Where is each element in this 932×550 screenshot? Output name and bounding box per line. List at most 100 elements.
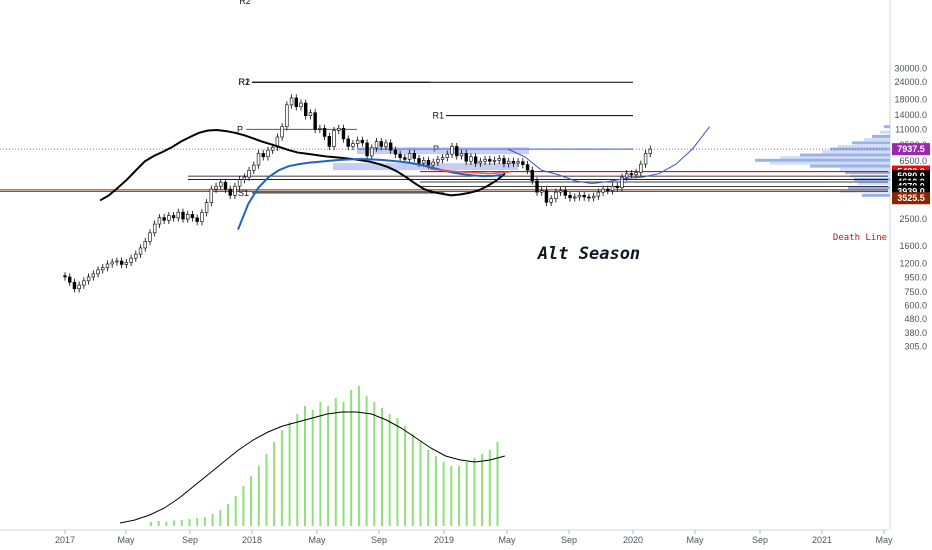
candle-body <box>304 102 308 116</box>
volume-bar <box>381 408 383 526</box>
candle-body <box>327 136 332 147</box>
volume-bar <box>296 414 299 526</box>
candle-body <box>610 185 615 191</box>
volume-bar <box>473 458 476 526</box>
candle-body <box>450 146 454 155</box>
candle-body <box>620 176 624 188</box>
candle-body <box>190 214 195 219</box>
volume-bar <box>450 466 453 526</box>
pivot-label: R2 <box>238 77 250 87</box>
x-tick-label: May <box>308 535 326 545</box>
candle-body <box>511 160 516 164</box>
volume-bar <box>150 522 152 526</box>
candle-body <box>332 130 336 147</box>
candle-body <box>119 260 124 265</box>
x-tick-label: 2017 <box>55 535 75 545</box>
zone-rectangle <box>357 147 529 155</box>
volume-bar <box>342 402 345 526</box>
pivot-label: R1 <box>238 77 250 87</box>
candle-body <box>299 102 303 108</box>
candle-body <box>308 112 313 116</box>
candle-body <box>506 160 511 164</box>
candle-body <box>200 212 204 222</box>
volume-bar <box>211 514 214 526</box>
volume-bar <box>319 402 322 526</box>
candle-body <box>455 146 459 157</box>
volume-profile-bar <box>880 130 890 134</box>
volume-profile-bar <box>848 186 890 190</box>
price-tag <box>892 192 930 205</box>
candle-body <box>398 153 402 158</box>
candle-body <box>459 153 464 157</box>
candle-body <box>86 276 91 282</box>
candle-body <box>318 128 322 130</box>
candle-body <box>374 141 379 149</box>
candle-body <box>417 158 421 164</box>
candle-body <box>516 161 520 164</box>
x-tick-label: May <box>498 535 516 545</box>
candle-body <box>525 164 530 171</box>
candle-body <box>313 112 317 130</box>
y-tick-label: 600.0 <box>904 300 927 310</box>
candle-body <box>96 269 100 275</box>
candle-body <box>223 181 228 190</box>
candle-body <box>521 161 525 165</box>
volume-bar <box>481 454 484 526</box>
candle-body <box>289 97 294 106</box>
candle-body <box>445 153 450 158</box>
candle-body <box>582 195 586 198</box>
volume-bar <box>496 442 499 526</box>
candle-body <box>544 190 549 203</box>
candle-body <box>535 180 539 193</box>
x-tick-label: 2020 <box>623 535 643 545</box>
volume-bar <box>411 434 414 526</box>
candle-body <box>587 196 591 199</box>
candle-body <box>502 158 506 164</box>
volume-bar <box>257 466 260 526</box>
volume-bar <box>334 398 337 526</box>
candle-body <box>540 190 544 193</box>
volume-bar <box>350 390 353 526</box>
candle-body <box>214 185 218 190</box>
price-tag-label: 7937.5 <box>897 144 925 154</box>
candle-body <box>360 139 365 144</box>
volume-bar <box>488 450 491 526</box>
candle-body <box>242 176 247 180</box>
volume-bar <box>219 510 222 526</box>
volume-bar <box>180 520 183 526</box>
candle-body <box>171 215 176 219</box>
candle-body <box>554 191 558 199</box>
projection-line <box>507 126 710 184</box>
candle-body <box>143 241 147 249</box>
candle-body <box>473 156 478 164</box>
y-tick-label: 6500.0 <box>899 156 927 166</box>
y-tick-label: 750.0 <box>904 287 927 297</box>
candle-body <box>351 143 355 147</box>
candle-body <box>91 273 96 278</box>
candle-body <box>624 173 629 178</box>
volume-bar <box>173 520 176 526</box>
candle-body <box>384 142 388 147</box>
candle-body <box>436 159 440 163</box>
y-tick-label: 14000.0 <box>894 110 927 120</box>
volume-bar <box>365 396 368 526</box>
candle-body <box>341 128 346 140</box>
y-tick-label: 18000.0 <box>894 95 927 105</box>
candle-body <box>483 159 487 162</box>
candle-body <box>176 211 180 219</box>
volume-profile-bar <box>838 144 890 148</box>
volume-profile-bar <box>845 170 890 174</box>
volume-bar <box>227 504 229 526</box>
volume-bar <box>434 456 437 526</box>
candle-body <box>115 260 119 263</box>
pivot-label: P <box>433 144 439 154</box>
volume-profile-bar <box>770 161 890 165</box>
volume-bar <box>288 422 291 526</box>
candle-body <box>322 128 327 137</box>
volume-profile-bar <box>862 193 890 197</box>
candle-body <box>629 173 634 176</box>
volume-bar <box>157 521 160 526</box>
candle-body <box>129 257 133 263</box>
candle-body <box>403 157 407 160</box>
